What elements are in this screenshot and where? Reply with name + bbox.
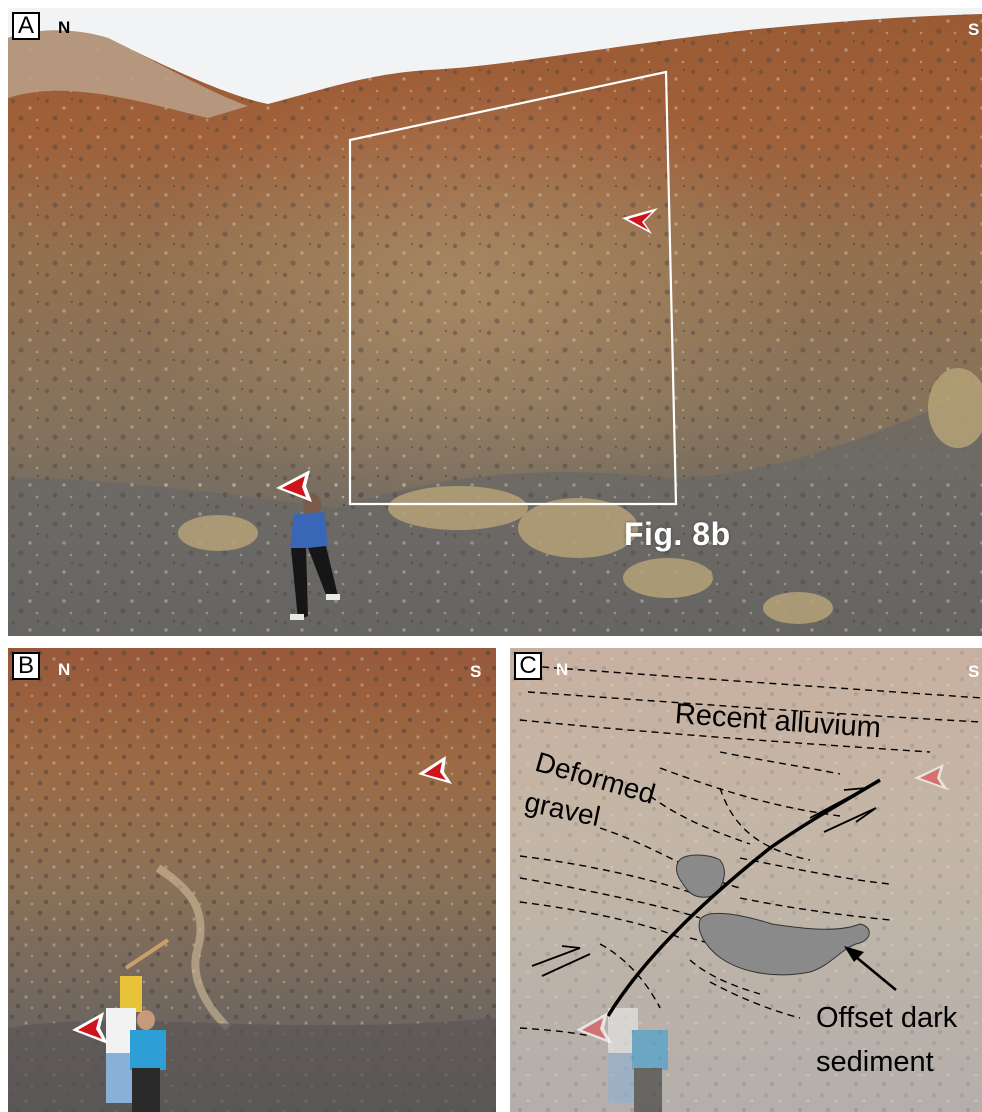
sky bbox=[8, 8, 982, 104]
shear-sense-arrows bbox=[531, 787, 877, 977]
dry-grass bbox=[178, 368, 982, 624]
direction-north-label: N bbox=[58, 660, 71, 679]
figure-reference-label: Fig. 8b bbox=[624, 516, 731, 552]
red-arrowhead-marker bbox=[72, 1012, 108, 1044]
interpreted-outcrop-sketch bbox=[510, 648, 982, 1112]
direction-south-label: S bbox=[470, 662, 482, 681]
red-arrowhead-marker bbox=[418, 756, 452, 784]
people-group bbox=[106, 938, 170, 1112]
panel-c-interpretation: C N S Recent alluvium Deformed gravel Of… bbox=[510, 648, 982, 1112]
red-arrowhead-marker bbox=[576, 1012, 612, 1044]
red-arrowhead-marker bbox=[622, 208, 658, 234]
dark-sediment-block bbox=[698, 912, 870, 976]
offset-arrow bbox=[844, 946, 897, 992]
direction-north-label: N bbox=[556, 660, 569, 679]
direction-south-label: S bbox=[968, 20, 980, 39]
outcrop-photo-a bbox=[8, 8, 982, 636]
red-arrowhead-marker bbox=[914, 764, 948, 790]
panel-label-b: B bbox=[12, 652, 40, 680]
offset-sediment-label-line1: Offset dark bbox=[816, 1002, 958, 1034]
panel-a-photo: A N S Fig. 8b bbox=[8, 8, 982, 636]
distant-hillside bbox=[8, 30, 248, 118]
offset-sediment-label-line2: sediment bbox=[816, 1046, 934, 1078]
outcrop-photo-b bbox=[8, 648, 496, 1112]
panel-label-a: A bbox=[12, 12, 40, 40]
panel-label-c: C bbox=[514, 652, 542, 680]
person-figure bbox=[290, 493, 340, 620]
fault-line bbox=[606, 778, 881, 1017]
people-group bbox=[608, 1008, 668, 1112]
figure-8b-extent-box bbox=[348, 70, 678, 506]
direction-north-label: N bbox=[58, 18, 71, 37]
direction-south-label: S bbox=[968, 662, 980, 681]
red-arrowhead-marker bbox=[276, 470, 312, 502]
panel-b-photo: B N S bbox=[8, 648, 496, 1112]
